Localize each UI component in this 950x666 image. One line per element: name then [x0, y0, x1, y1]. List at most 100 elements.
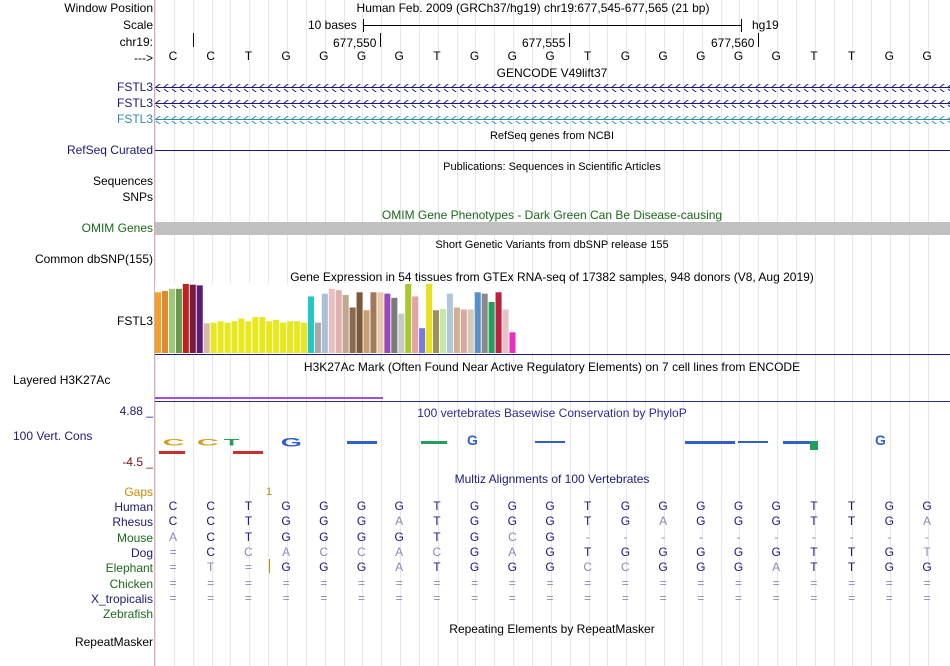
repeatmasker-label[interactable]: RepeatMasker: [74, 635, 153, 649]
gtex-tissue-bar[interactable]: [259, 317, 266, 353]
gtex-tissue-bar[interactable]: [481, 293, 488, 353]
gtex-tissue-bar[interactable]: [287, 321, 294, 353]
alignment-base: G: [394, 529, 404, 544]
gtex-tissue-bar[interactable]: [224, 322, 231, 353]
dbsnp-title[interactable]: Short Genetic Variants from dbSNP releas…: [435, 239, 669, 251]
phylop-label[interactable]: 100 Vert. Cons: [13, 429, 93, 443]
species-label-zebrafish[interactable]: Zebrafish: [102, 607, 153, 622]
gtex-tissue-bar[interactable]: [446, 293, 453, 353]
gencode-title[interactable]: GENCODE V49lift37: [496, 66, 608, 80]
gtex-tissue-bar[interactable]: [453, 307, 460, 353]
gtex-tissue-bar[interactable]: [175, 288, 182, 353]
species-label-human[interactable]: Human: [114, 500, 153, 514]
gtex-tissue-bar[interactable]: [245, 321, 252, 353]
grid-line: [890, 0, 892, 666]
gtex-tissue-bar[interactable]: [474, 292, 481, 353]
gtex-tissue-bar[interactable]: [168, 288, 175, 353]
species-label-mouse[interactable]: Mouse: [116, 530, 153, 545]
gtex-tissue-bar[interactable]: [467, 309, 474, 353]
alignment-base: C: [206, 499, 216, 513]
gtex-tissue-bar[interactable]: [217, 321, 224, 353]
gtex-tissue-bar[interactable]: [307, 296, 314, 353]
gtex-tissue-bar[interactable]: [238, 318, 245, 354]
gencode-transcript-1[interactable]: [155, 84, 950, 92]
gtex-tissue-bar[interactable]: [356, 292, 363, 353]
refseq-gene-line[interactable]: [155, 150, 950, 151]
publications-sequences-label[interactable]: Sequences: [92, 174, 153, 188]
gtex-tissue-bar[interactable]: [280, 322, 287, 353]
grid-line: [909, 0, 910, 666]
gtex-tissue-bar[interactable]: [294, 321, 301, 353]
gtex-tissue-bar[interactable]: [433, 310, 440, 353]
gtex-tissue-bar[interactable]: [252, 317, 259, 353]
gtex-tissue-bar[interactable]: [203, 323, 210, 353]
gtex-tissue-bar[interactable]: [405, 284, 412, 353]
gtex-tissue-bar[interactable]: [328, 288, 335, 353]
gtex-tissue-bar[interactable]: [426, 284, 433, 353]
gtex-tissue-bar[interactable]: [266, 321, 273, 353]
gencode-gene-label-2[interactable]: FSTL3: [116, 96, 153, 110]
omim-label[interactable]: OMIM Genes: [81, 221, 153, 235]
gencode-gene-label-1[interactable]: FSTL3: [116, 80, 153, 94]
species-label-elephant[interactable]: Elephant: [105, 561, 153, 576]
gtex-label[interactable]: FSTL3: [116, 314, 153, 328]
track-area[interactable]: Human Feb. 2009 (GRCh37/hg19) chr19:677,…: [155, 0, 950, 666]
gtex-tissue-bar[interactable]: [412, 296, 419, 353]
species-label-rhesus[interactable]: Rhesus: [112, 515, 153, 530]
gtex-tissue-bar[interactable]: [377, 292, 384, 353]
gtex-tissue-bar[interactable]: [231, 321, 238, 353]
publications-snps-label[interactable]: SNPs: [122, 190, 153, 204]
omim-title[interactable]: OMIM Gene Phenotypes - Dark Green Can Be…: [381, 208, 723, 222]
gtex-tissue-bar[interactable]: [384, 293, 391, 353]
alignment-base: G: [281, 529, 291, 544]
refseq-label[interactable]: RefSeq Curated: [66, 143, 153, 157]
gtex-tissue-bar[interactable]: [155, 292, 162, 353]
gtex-tissue-bar[interactable]: [210, 322, 217, 353]
publications-title[interactable]: Publications: Sequences in Scientific Ar…: [443, 161, 661, 173]
gtex-tissue-bar[interactable]: [196, 285, 203, 353]
gtex-tissue-bar[interactable]: [314, 322, 321, 353]
phylop-title[interactable]: 100 vertebrates Basewise Conservation by…: [417, 406, 687, 420]
gtex-tissue-bar[interactable]: [398, 313, 405, 353]
gtex-tissue-bar[interactable]: [419, 328, 426, 353]
gencode-transcript-3[interactable]: [155, 116, 950, 124]
gtex-tissue-bar[interactable]: [439, 308, 446, 353]
gtex-tissue-bar[interactable]: [300, 322, 307, 353]
refseq-title[interactable]: RefSeq genes from NCBI: [489, 130, 615, 142]
gtex-tissue-bar[interactable]: [391, 297, 398, 353]
species-label-x_tropicalis[interactable]: X_tropicalis: [90, 591, 153, 606]
gtex-tissue-bar[interactable]: [509, 332, 516, 353]
gtex-tissue-bar[interactable]: [460, 309, 467, 353]
gtex-tissue-bar[interactable]: [273, 319, 280, 353]
alignment-base: G: [620, 514, 631, 529]
gtex-tissue-bar[interactable]: [363, 310, 370, 353]
alignment-base: G: [696, 514, 706, 529]
gtex-tissue-bar[interactable]: [182, 284, 189, 353]
gencode-transcript-2[interactable]: [155, 100, 950, 108]
gencode-gene-label-3[interactable]: FSTL3: [116, 112, 153, 126]
gtex-tissue-bar[interactable]: [342, 295, 349, 353]
species-label-chicken[interactable]: Chicken: [109, 576, 153, 591]
scale-label: Scale: [122, 18, 153, 32]
gtex-bar-chart[interactable]: [155, 283, 950, 356]
repeatmasker-title[interactable]: Repeating Elements by RepeatMasker: [449, 622, 655, 636]
gtex-title[interactable]: Gene Expression in 54 tissues from GTEx …: [290, 270, 814, 284]
gtex-tissue-bar[interactable]: [189, 284, 196, 353]
gtex-tissue-bar[interactable]: [495, 292, 502, 353]
gtex-tissue-bar[interactable]: [370, 292, 377, 353]
multiz-title[interactable]: Multiz Alignments of 100 Vertebrates: [454, 472, 650, 486]
gtex-tissue-bar[interactable]: [502, 309, 509, 353]
h3k27ac-title[interactable]: H3K27Ac Mark (Often Found Near Active Re…: [303, 360, 801, 374]
phylop-logo[interactable]: C C T G G G: [155, 425, 950, 470]
omim-feature-bar[interactable]: [155, 222, 950, 235]
gencode-transcripts[interactable]: [155, 0, 950, 130]
gtex-tissue-bar[interactable]: [161, 290, 168, 353]
gtex-tissue-bar[interactable]: [321, 293, 328, 353]
gtex-tissue-bar[interactable]: [488, 301, 495, 353]
h3k27ac-label[interactable]: Layered H3K27Ac: [13, 373, 111, 387]
gtex-tissue-bar[interactable]: [335, 290, 342, 353]
grid-line: [758, 0, 760, 666]
gtex-tissue-bar[interactable]: [349, 307, 356, 353]
species-label-dog[interactable]: Dog: [130, 545, 153, 560]
dbsnp-label[interactable]: Common dbSNP(155): [34, 252, 153, 266]
